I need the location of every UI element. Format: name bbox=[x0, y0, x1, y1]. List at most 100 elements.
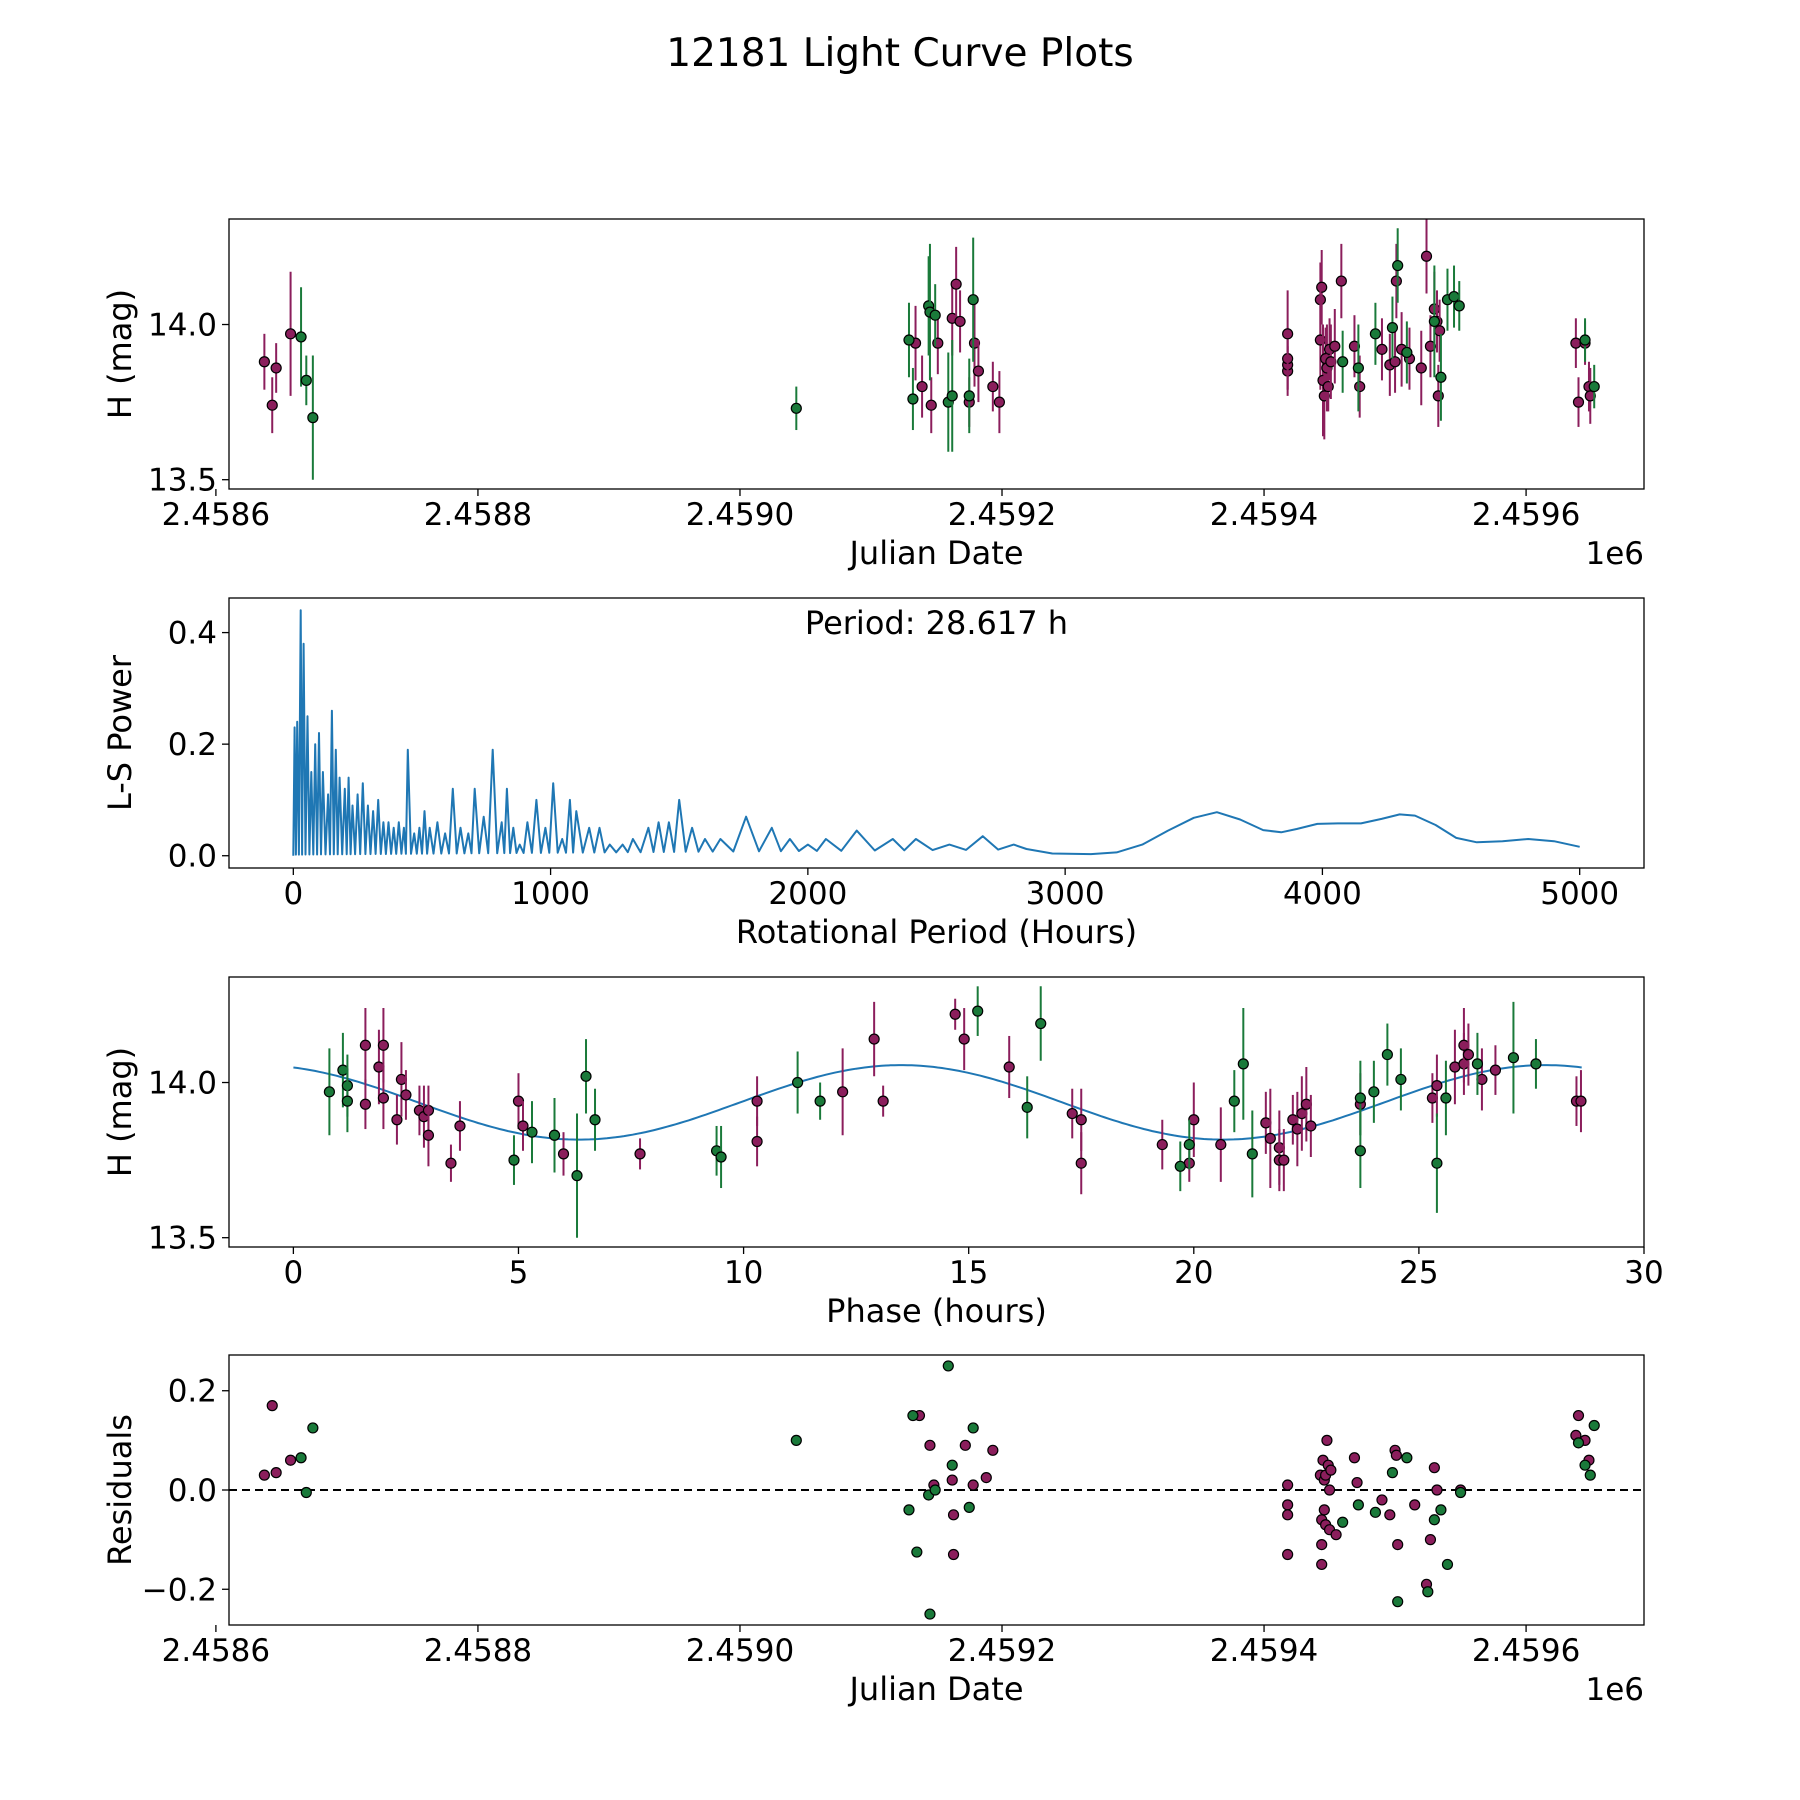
data-point bbox=[1354, 1145, 1366, 1157]
data-point bbox=[323, 1086, 335, 1098]
data-point bbox=[1426, 1092, 1439, 1104]
data-point bbox=[942, 1360, 954, 1372]
data-point bbox=[1384, 1509, 1396, 1521]
data-point bbox=[1325, 1464, 1337, 1476]
y-tick-label: 13.5 bbox=[148, 1221, 217, 1257]
data-point bbox=[1318, 1504, 1330, 1516]
series-magenta bbox=[258, 1400, 1595, 1590]
data-point bbox=[270, 362, 282, 374]
data-point bbox=[1572, 1409, 1585, 1422]
data-point bbox=[1420, 250, 1433, 262]
data-point bbox=[1260, 1117, 1272, 1129]
data-point bbox=[1348, 340, 1361, 352]
data-point bbox=[580, 1070, 592, 1082]
data-point bbox=[715, 1151, 727, 1163]
y-axis-label: H (mag) bbox=[101, 289, 139, 419]
x-axis-label: Julian Date bbox=[847, 1670, 1023, 1708]
data-point bbox=[1282, 1548, 1294, 1561]
x-tick-label: 20 bbox=[1174, 1255, 1213, 1291]
y-tick-label: 13.5 bbox=[148, 463, 217, 499]
data-point bbox=[1351, 1476, 1363, 1489]
x-tick-label: 2.4592 bbox=[948, 497, 1056, 533]
data-point bbox=[307, 412, 319, 424]
data-point bbox=[946, 1474, 958, 1486]
data-point bbox=[1369, 328, 1382, 340]
x-tick-label: 2.4596 bbox=[1472, 1633, 1580, 1669]
x-tick-label: 2.4586 bbox=[162, 1633, 270, 1669]
y-tick-label: −0.2 bbox=[142, 1572, 217, 1608]
x-tick-label: 0 bbox=[283, 876, 303, 912]
data-point bbox=[1282, 1499, 1294, 1511]
data-point bbox=[987, 380, 999, 393]
data-point bbox=[1431, 1157, 1443, 1169]
periodogram-line bbox=[292, 609, 1580, 856]
data-point bbox=[980, 1471, 992, 1484]
data-point bbox=[751, 1095, 763, 1107]
data-point bbox=[1300, 1098, 1312, 1110]
data-point bbox=[924, 1608, 936, 1620]
x-tick-label: 2.4588 bbox=[424, 1633, 532, 1669]
x-offset-label: 1e6 bbox=[1585, 1672, 1644, 1708]
data-point bbox=[751, 1135, 763, 1148]
data-point bbox=[1530, 1058, 1542, 1070]
data-point bbox=[972, 1005, 984, 1017]
data-point bbox=[512, 1095, 525, 1107]
axes-frame bbox=[228, 1354, 1645, 1626]
data-point bbox=[1588, 380, 1600, 393]
data-point bbox=[1156, 1138, 1168, 1151]
data-point bbox=[963, 1501, 975, 1513]
data-point bbox=[993, 396, 1005, 408]
x-axis-label: Rotational Period (Hours) bbox=[736, 913, 1137, 951]
data-point bbox=[373, 1061, 385, 1073]
data-point bbox=[454, 1120, 466, 1132]
data-point bbox=[1454, 1486, 1467, 1499]
data-point bbox=[1401, 346, 1413, 359]
data-point bbox=[1575, 1095, 1587, 1107]
x-tick-label: 5 bbox=[509, 1255, 529, 1291]
y-tick-label: 0.2 bbox=[168, 1374, 217, 1410]
data-point bbox=[1507, 1052, 1520, 1064]
data-point bbox=[1392, 1538, 1404, 1551]
data-point bbox=[341, 1095, 354, 1107]
x-tick-label: 15 bbox=[949, 1255, 988, 1291]
lightcurve-panel: 2.4586 2.4588 2.4590 2.4592 2.4594 2.4596 13.5… bbox=[101, 218, 1645, 572]
data-point bbox=[1352, 1499, 1364, 1511]
data-point bbox=[967, 1422, 979, 1434]
data-point bbox=[391, 1114, 403, 1126]
x-tick-label: 2.4594 bbox=[1210, 1633, 1318, 1669]
data-point bbox=[1369, 1506, 1382, 1518]
data-point bbox=[1431, 1080, 1443, 1092]
data-point bbox=[266, 1400, 278, 1412]
data-point bbox=[954, 315, 966, 328]
data-point bbox=[1316, 281, 1328, 293]
data-point bbox=[1329, 340, 1341, 352]
data-point bbox=[963, 390, 975, 402]
plot-area bbox=[229, 1360, 1644, 1620]
data-point bbox=[1237, 1058, 1249, 1070]
axes-frame bbox=[228, 976, 1645, 1248]
data-point bbox=[1415, 362, 1427, 374]
data-point bbox=[1305, 1120, 1317, 1132]
data-point bbox=[1422, 1586, 1434, 1598]
y-tick-label: 0.0 bbox=[168, 839, 217, 875]
data-point bbox=[1291, 1123, 1303, 1135]
data-point bbox=[1441, 1558, 1454, 1571]
data-point bbox=[1330, 1529, 1342, 1541]
data-point bbox=[903, 334, 915, 346]
data-point bbox=[1401, 1452, 1413, 1464]
data-point bbox=[947, 1548, 960, 1561]
y-tick-label: 14.0 bbox=[148, 308, 217, 344]
data-point bbox=[1448, 290, 1460, 303]
data-point bbox=[1389, 356, 1401, 368]
data-point bbox=[967, 1479, 979, 1491]
x-tick-label: 2000 bbox=[768, 876, 847, 912]
y-axis-label: L-S Power bbox=[101, 654, 139, 811]
data-point bbox=[1588, 1419, 1600, 1432]
data-point bbox=[1228, 1095, 1240, 1107]
data-point bbox=[1435, 1504, 1447, 1516]
data-point bbox=[814, 1095, 826, 1107]
data-point bbox=[837, 1086, 849, 1098]
x-tick-label: 5000 bbox=[1540, 876, 1619, 912]
data-point bbox=[1395, 1073, 1407, 1086]
